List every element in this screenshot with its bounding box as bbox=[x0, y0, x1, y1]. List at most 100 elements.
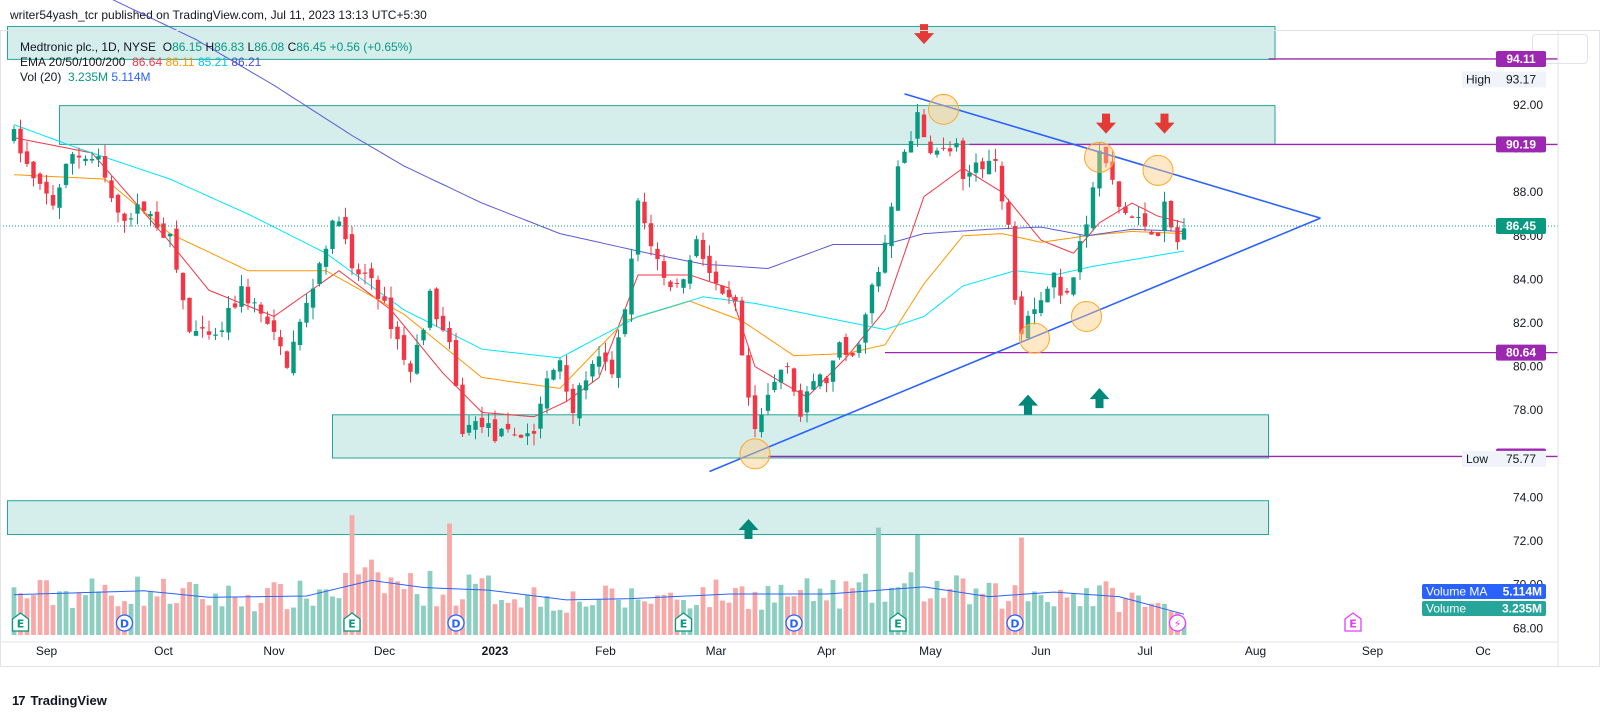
candle-body bbox=[778, 369, 784, 383]
volume-bar bbox=[700, 587, 706, 635]
legend-low-label: L bbox=[247, 40, 255, 54]
volume-bar bbox=[479, 578, 485, 635]
volume-bar bbox=[1149, 603, 1154, 635]
candle-body bbox=[1064, 290, 1070, 293]
pivot-circle bbox=[928, 93, 959, 125]
volume-tag bbox=[1422, 601, 1546, 616]
candle-body bbox=[362, 272, 368, 274]
event-marker-label: E bbox=[348, 618, 356, 631]
candle-body bbox=[999, 165, 1005, 202]
volume-bar bbox=[843, 581, 849, 635]
candle-body bbox=[1077, 241, 1083, 273]
level-tag-label: 94.11 bbox=[1506, 52, 1536, 66]
volume-bar bbox=[629, 588, 634, 635]
candle-body bbox=[1116, 181, 1122, 207]
candle-body bbox=[1110, 161, 1115, 180]
volume-tag-value: 3.235M bbox=[1502, 602, 1542, 616]
candle-body bbox=[629, 258, 634, 315]
volume-bar bbox=[505, 602, 511, 635]
volume-bar bbox=[746, 608, 751, 635]
volume-bar bbox=[596, 599, 602, 635]
volume-bar bbox=[1038, 595, 1044, 635]
candle-body bbox=[960, 140, 966, 179]
candle-body bbox=[941, 147, 946, 149]
volume-bar bbox=[557, 609, 563, 635]
x-tick-label: Dec bbox=[374, 644, 395, 658]
candle-body bbox=[577, 385, 582, 419]
volume-bar bbox=[577, 601, 582, 635]
volume-bar bbox=[973, 588, 979, 635]
candle-body bbox=[154, 211, 160, 228]
candle-body bbox=[765, 394, 771, 411]
candle-body bbox=[798, 390, 803, 417]
volume-bar bbox=[265, 588, 270, 635]
x-tick-label: Apr bbox=[817, 644, 836, 658]
earnings-marker-icon bbox=[889, 612, 907, 632]
volume-bar bbox=[648, 603, 654, 635]
volume-bar bbox=[1090, 606, 1096, 635]
candle-body bbox=[50, 195, 56, 206]
volume-bar bbox=[960, 578, 966, 635]
volume-bar bbox=[616, 599, 621, 635]
tradingview-logo-icon: 17 bbox=[12, 693, 26, 708]
volume-bar bbox=[271, 582, 277, 635]
candle-body bbox=[219, 330, 225, 332]
volume-bar bbox=[408, 573, 413, 635]
volume-bar bbox=[11, 587, 17, 635]
footer-brand[interactable]: 17 TradingView bbox=[12, 693, 107, 708]
legend-vol-ma: 5.114M bbox=[111, 70, 151, 84]
volume-bar bbox=[798, 590, 803, 635]
last-price-tag-label: 86.45 bbox=[1506, 219, 1536, 233]
zone-rect bbox=[7, 500, 1269, 536]
candle-body bbox=[1168, 200, 1174, 228]
candles bbox=[11, 104, 1187, 446]
candle-body bbox=[31, 161, 36, 179]
candle-body bbox=[759, 414, 764, 433]
footer-brand-label: TradingView bbox=[30, 693, 107, 708]
legend-ema200: 86.21 bbox=[231, 55, 262, 69]
dividend-marker-icon bbox=[447, 614, 465, 632]
candle-body bbox=[1058, 276, 1063, 296]
y-tick-label: 80.00 bbox=[1513, 360, 1543, 374]
event-marker-label: E bbox=[680, 618, 688, 631]
volume-bar bbox=[1162, 603, 1167, 635]
volume-bar bbox=[947, 589, 953, 635]
volume-bar bbox=[245, 594, 251, 635]
volume-bar bbox=[421, 605, 426, 635]
candle-body bbox=[187, 297, 192, 332]
volume-bar bbox=[759, 609, 764, 635]
candle-body bbox=[421, 329, 426, 341]
volume-bar bbox=[603, 585, 608, 635]
candle-body bbox=[707, 255, 712, 273]
event-marker-label: D bbox=[789, 618, 798, 631]
candle-body bbox=[76, 155, 82, 158]
volume-bar bbox=[96, 591, 101, 635]
volume-bar bbox=[180, 588, 186, 635]
candle-body bbox=[512, 434, 517, 436]
low-tag-value: 75.77 bbox=[1506, 452, 1536, 466]
candle-body bbox=[1123, 206, 1128, 214]
volume-bar bbox=[466, 574, 472, 635]
x-tick-label: Oct bbox=[154, 644, 173, 658]
volume-bar bbox=[570, 591, 576, 635]
volume-bar bbox=[284, 609, 290, 635]
pivot-circle bbox=[1084, 141, 1115, 173]
earnings-marker-icon bbox=[674, 612, 693, 632]
volume-bar bbox=[544, 596, 550, 635]
volume-bar bbox=[226, 585, 231, 635]
candle-body bbox=[128, 218, 134, 220]
legend-close-label: C bbox=[287, 40, 297, 54]
legend-ema100: 85.21 bbox=[197, 55, 228, 69]
volume-bar bbox=[401, 589, 407, 635]
candle-body bbox=[460, 384, 465, 435]
volume-bar bbox=[837, 608, 842, 635]
candle-body bbox=[681, 279, 686, 288]
candle-body bbox=[1090, 187, 1096, 229]
volume-bar bbox=[739, 586, 745, 635]
candle-body bbox=[661, 261, 667, 278]
event-markers: E D E D E D E D ⚡ E bbox=[11, 612, 1362, 632]
arrow-up-icon bbox=[1018, 394, 1038, 415]
volume-bar bbox=[213, 593, 218, 635]
volume-bar bbox=[154, 596, 160, 635]
